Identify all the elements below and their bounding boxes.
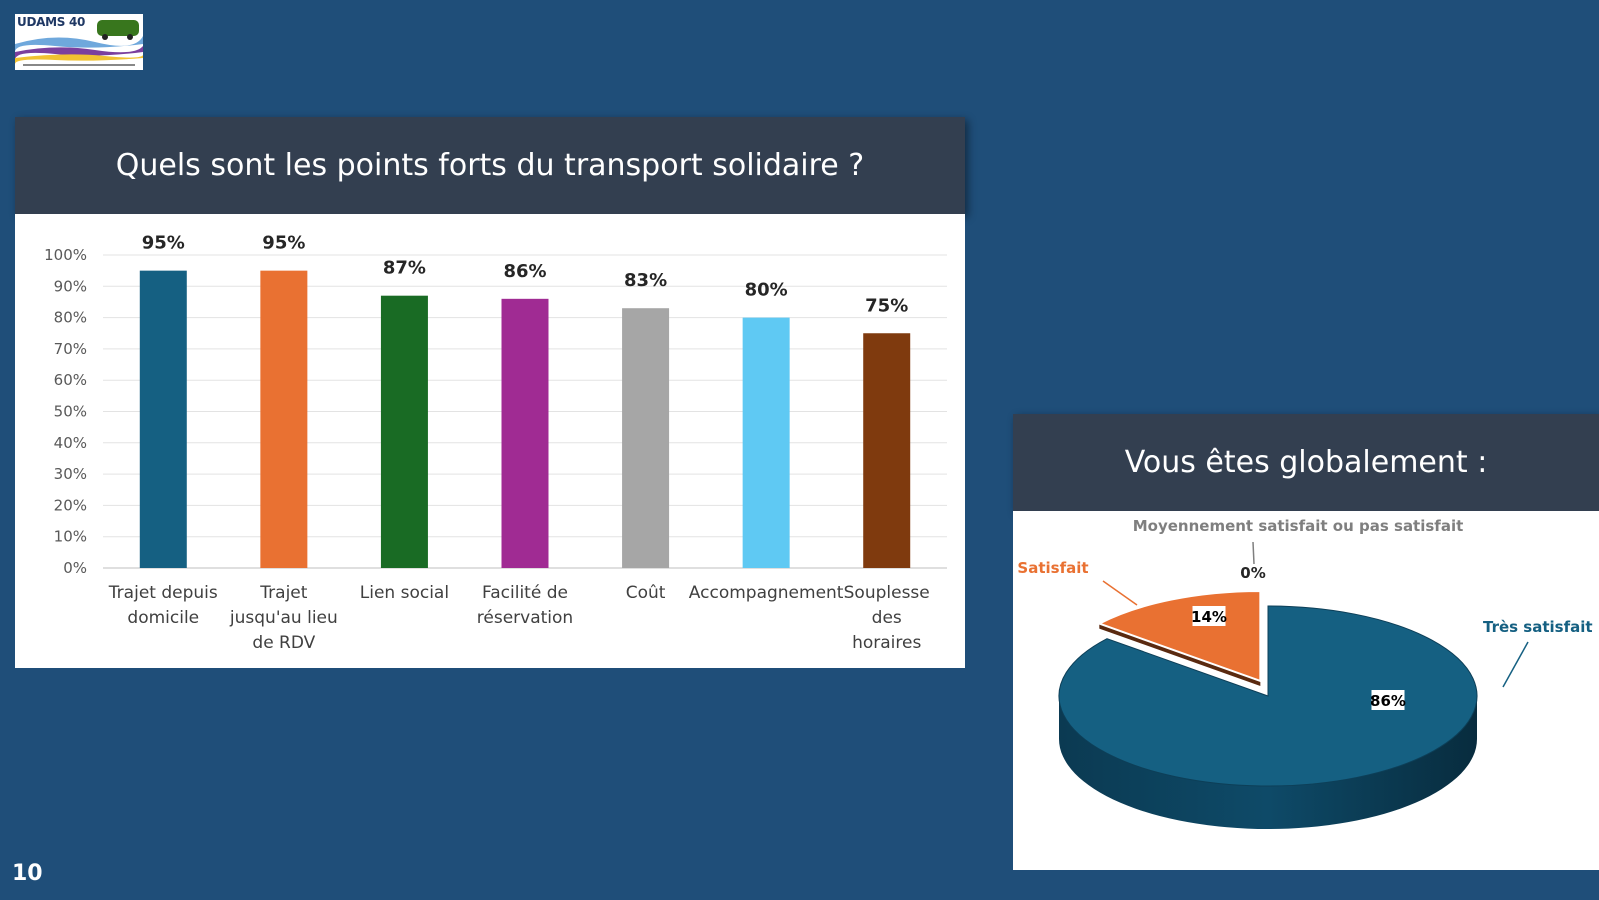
bar-data-label: 95%	[142, 233, 185, 254]
x-tick-label: Facilité de réservation	[477, 583, 573, 628]
bar-chart-panel: 0% 10% 20% 30% 40% 50% 60% 70% 80% 90% 100% 95% Traj…	[15, 214, 965, 668]
leader-line	[1252, 541, 1255, 565]
pie-category-label: Très satisfait	[1483, 618, 1593, 636]
pie-data-label: 0%	[1240, 564, 1265, 582]
bar-data-label: 80%	[745, 280, 788, 301]
bar	[742, 317, 790, 568]
y-tick-label: 90%	[54, 277, 87, 295]
pie-category-label: Moyennement satisfait ou pas satisfait	[1133, 517, 1464, 535]
pie-slice-tres-satisfait	[1058, 605, 1478, 787]
x-tick-label: Coût	[626, 583, 666, 603]
logo-text: UDAMS 40	[17, 15, 86, 29]
pie-category-label: Satisfait	[1017, 559, 1088, 577]
y-tick-label: 30%	[54, 465, 87, 483]
pie-chart-title: Vous êtes globalement :	[1013, 414, 1599, 511]
pie-chart: 86% 14% 0% Très satisfait Satisfait Moyenneme…	[1017, 517, 1593, 829]
leader-line	[1102, 580, 1138, 606]
x-tick-label: Accompagnement	[689, 583, 844, 603]
bar	[622, 308, 670, 568]
y-tick-label: 100%	[44, 246, 87, 264]
bar-data-label: 75%	[865, 295, 908, 316]
y-tick-label: 20%	[54, 496, 87, 514]
bar	[380, 295, 428, 568]
y-tick-label: 80%	[54, 309, 87, 327]
bar	[501, 298, 549, 568]
y-tick-label: 0%	[63, 559, 87, 577]
pie-slice-side	[1099, 623, 1261, 686]
bar-chart: 0% 10% 20% 30% 40% 50% 60% 70% 80% 90% 100% 95% Traj…	[44, 233, 947, 653]
pie-slice-side	[1059, 696, 1477, 829]
y-tick-label: 10%	[54, 528, 87, 546]
bar-chart-title: Quels sont les points forts du transport…	[15, 117, 965, 214]
y-tick-label: 60%	[54, 371, 87, 389]
x-tick-label: Lien social	[360, 583, 449, 603]
x-tick-label: Souplesse des horaires	[844, 583, 930, 653]
x-tick-label: Trajet depuis domicile	[108, 583, 218, 628]
page-number: 10	[12, 861, 43, 886]
leader-line	[1502, 641, 1529, 688]
pie-data-label: 86%	[1370, 692, 1406, 710]
logo-graphic	[15, 20, 143, 66]
y-tick-label: 50%	[54, 403, 87, 421]
bar	[139, 270, 187, 568]
bar-data-label: 87%	[383, 258, 426, 279]
bar-data-label: 83%	[624, 270, 667, 291]
bar-data-label: 95%	[262, 233, 305, 254]
pie-data-label-box	[1371, 690, 1405, 710]
bar	[260, 270, 308, 568]
bar-data-label: 86%	[503, 261, 546, 282]
y-tick-label: 70%	[54, 340, 87, 358]
y-tick-label: 40%	[54, 434, 87, 452]
logo: UDAMS 40	[15, 14, 143, 70]
x-tick-label: Trajet jusqu'au lieu de RDV	[229, 583, 338, 653]
pie-data-label: 14%	[1191, 608, 1227, 626]
pie-data-label-box	[1192, 606, 1226, 626]
pie-chart-panel: 86% 14% 0% Très satisfait Satisfait Moyenneme…	[1013, 511, 1599, 870]
bar	[863, 333, 911, 568]
